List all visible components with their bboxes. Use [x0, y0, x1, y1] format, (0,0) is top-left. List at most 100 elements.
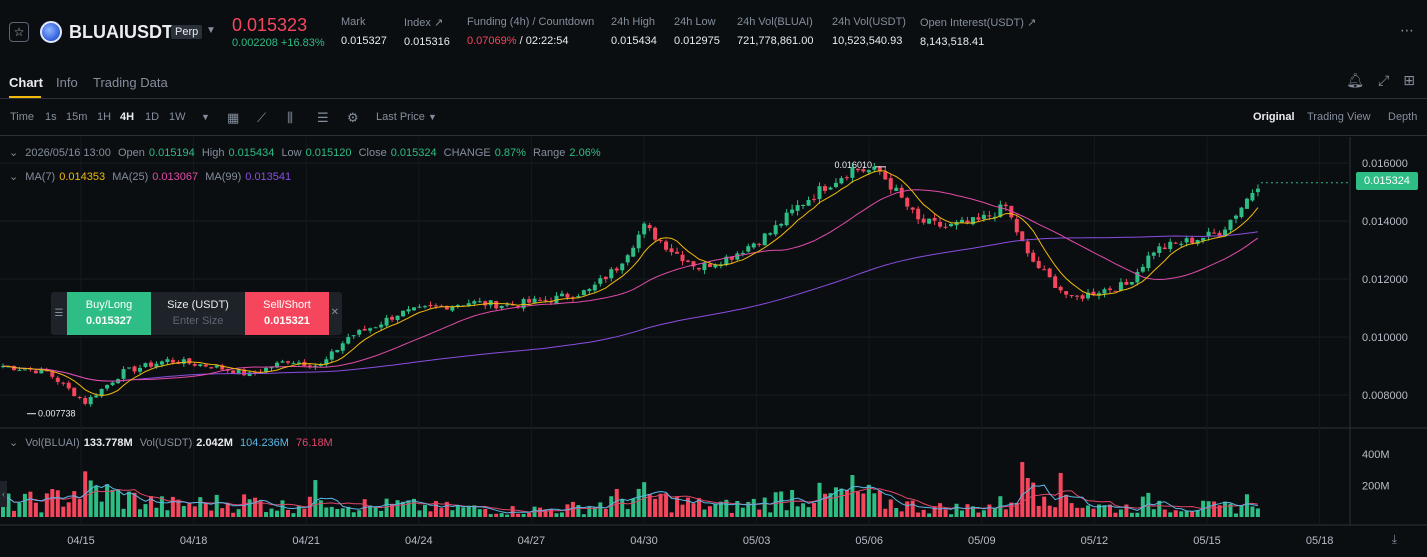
close-label: Close	[358, 147, 387, 159]
low-label: Low	[281, 147, 302, 159]
volume-bar	[127, 491, 132, 517]
buy-long-button[interactable]: Buy/Long 0.015327	[67, 292, 151, 335]
candle	[823, 186, 827, 191]
fullscreen-icon[interactable]: ⤢	[1378, 72, 1390, 88]
calendar-icon[interactable]: ▦	[227, 110, 240, 125]
volume-bar	[11, 510, 16, 517]
candle	[992, 216, 997, 218]
candle	[806, 199, 811, 206]
candle	[844, 177, 849, 179]
volume-bar	[99, 501, 104, 517]
candle	[1206, 231, 1211, 237]
chart-area[interactable]: 0.016000 0.014000 0.012000 0.010000 0.008000…	[0, 137, 1427, 557]
volume-bar	[296, 505, 301, 517]
scroll-to-latest-icon[interactable]: ⤓	[1391, 532, 1397, 546]
size-input[interactable]: Size (USDT) Enter Size	[151, 292, 245, 335]
volume-bar	[735, 500, 740, 517]
volume-bar	[938, 503, 943, 517]
volume-bar	[1058, 472, 1063, 517]
favorite-star-icon[interactable]: ☆	[9, 22, 29, 42]
candle	[335, 349, 340, 353]
stat-index[interactable]: Index ↗ 0.015316	[404, 16, 450, 48]
volume-bar	[1234, 513, 1238, 517]
settings-gear-icon[interactable]: ⚙	[347, 110, 359, 125]
volume-bar	[28, 491, 33, 517]
volume-bar	[686, 497, 690, 517]
close-icon[interactable]: ✕	[330, 307, 339, 318]
time-tick-label: 05/18	[1306, 535, 1334, 547]
volume-bar	[1157, 500, 1162, 517]
candle	[406, 309, 411, 312]
interval-15m[interactable]: 15m	[66, 111, 88, 123]
drag-handle-icon[interactable]: ☰	[54, 308, 64, 319]
view-depth[interactable]: Depth	[1388, 111, 1418, 123]
candle	[1195, 240, 1200, 244]
open-label: Open	[117, 147, 145, 159]
candle	[653, 227, 658, 240]
candle	[395, 315, 400, 321]
volume-bar	[50, 489, 55, 517]
candle	[691, 261, 696, 267]
symbol-name[interactable]: BLUAIUSDT	[69, 22, 173, 42]
candlestick-chart[interactable]: 0.016000 0.014000 0.012000 0.010000 0.008000…	[0, 137, 1427, 557]
candle	[801, 205, 806, 207]
legend-chevron-icon[interactable]: ⌄	[9, 147, 19, 159]
interval-4h[interactable]: 4H	[120, 111, 135, 123]
layout-grid-icon[interactable]: ⊞	[1403, 72, 1415, 88]
candle	[154, 363, 159, 367]
view-trading-view[interactable]: Trading View	[1307, 111, 1371, 123]
candle	[264, 367, 269, 373]
alert-bell-icon[interactable]: 🔔︎	[1346, 72, 1365, 88]
volume-bar	[1064, 494, 1069, 517]
legend-chevron-icon[interactable]: ⌄	[9, 171, 19, 183]
sell-short-button[interactable]: Sell/Short 0.015321	[245, 292, 329, 335]
volume-bar	[1042, 496, 1047, 517]
interval-dropdown-chevron-icon[interactable]: ▼	[201, 112, 210, 122]
volume-bar	[1069, 503, 1074, 517]
candle	[1097, 293, 1101, 296]
interval-1h[interactable]: 1H	[97, 111, 112, 123]
indicators-icon[interactable]: ⟋	[257, 110, 267, 125]
volume-bar	[247, 499, 252, 517]
candle	[242, 369, 247, 376]
volume-bar	[499, 513, 504, 517]
high-price-marker: 0.016010	[834, 160, 872, 170]
symbol-dropdown-chevron-icon[interactable]: ▼	[206, 25, 216, 36]
volume-bar	[658, 493, 663, 517]
tab-info[interactable]: Info	[56, 75, 78, 90]
stat-open-interest[interactable]: Open Interest(USDT) ↗ 8,143,518.41	[920, 16, 1036, 48]
candle	[28, 368, 33, 370]
volume-bar	[77, 499, 82, 517]
candle	[159, 361, 164, 365]
volume-bar	[806, 507, 811, 517]
more-options-icon[interactable]: ⋯	[1400, 22, 1415, 38]
candle-type-icon[interactable]: ⫼	[287, 110, 293, 125]
volume-bar	[116, 489, 121, 517]
interval-1w[interactable]: 1W	[169, 111, 186, 123]
interval-1s[interactable]: 1s	[45, 111, 57, 123]
tab-chart[interactable]: Chart	[9, 75, 43, 90]
candle	[527, 299, 532, 303]
candle	[138, 367, 142, 372]
candle	[1086, 292, 1091, 299]
legend-chevron-icon[interactable]: ⌄	[9, 437, 19, 449]
candle	[214, 365, 219, 368]
candle	[576, 296, 581, 298]
volume-bar	[603, 508, 608, 517]
candle	[592, 284, 597, 291]
tab-trading-data[interactable]: Trading Data	[93, 75, 168, 90]
interval-1d[interactable]: 1D	[145, 111, 160, 123]
price-change: 0.002208 +16.83%	[232, 37, 325, 49]
volume-bar	[236, 509, 241, 517]
price-type-select[interactable]: Last Price ▼	[376, 111, 437, 123]
candle	[636, 234, 641, 249]
candle	[1042, 269, 1047, 271]
ticker-header: ☆ BLUAIUSDT Perp ▼ 0.015323 0.002208 +16…	[0, 0, 1427, 64]
vol-base-label: Vol(BLUAI)	[25, 437, 80, 449]
time-label[interactable]: Time	[10, 111, 35, 123]
scroll-left-chevron-icon[interactable]: ‹	[0, 481, 7, 507]
candle	[521, 299, 526, 309]
view-original[interactable]: Original	[1253, 111, 1295, 123]
chart-settings-list-icon[interactable]: ☰	[317, 110, 329, 125]
candle	[762, 233, 767, 246]
